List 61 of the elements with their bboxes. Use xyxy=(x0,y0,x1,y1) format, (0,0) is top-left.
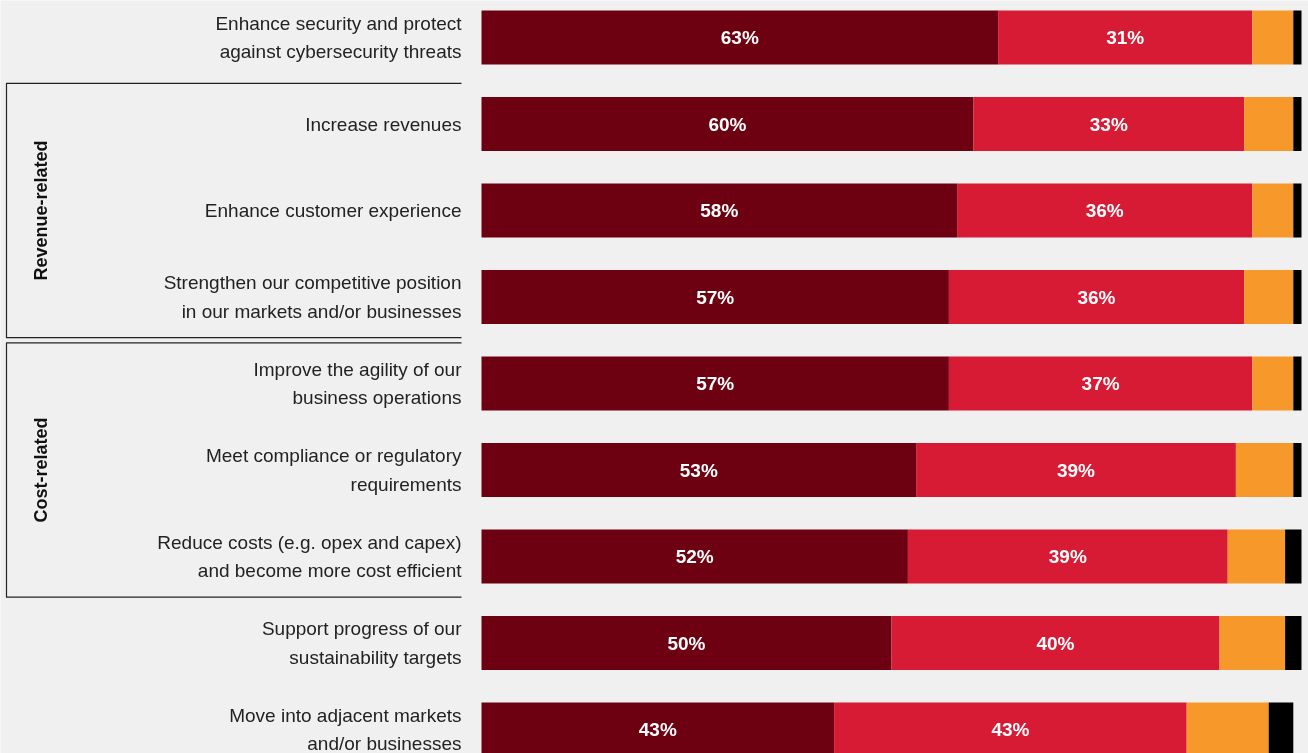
bar xyxy=(1285,616,1302,670)
bar xyxy=(1293,10,1302,65)
data-label: 60% xyxy=(708,113,747,135)
bar xyxy=(481,183,958,238)
y-tick-label: Reduce costs (e.g. opex and capex) and become more cost efficient xyxy=(157,531,463,582)
bar xyxy=(1293,183,1302,238)
y-tick-label: Increase revenues xyxy=(305,113,462,135)
data-label: 53% xyxy=(679,459,718,481)
bar xyxy=(957,183,1253,238)
y-tick-label: Support progress of our sustainability targets xyxy=(261,618,463,668)
data-label: 57% xyxy=(696,286,735,308)
bar xyxy=(1227,529,1286,584)
data-label: 36% xyxy=(1077,286,1116,308)
data-label: 50% xyxy=(667,632,706,654)
bar xyxy=(948,270,1245,324)
data-label: 58% xyxy=(700,200,739,221)
bar xyxy=(1219,616,1286,670)
bar xyxy=(1285,529,1302,584)
bar xyxy=(891,616,1220,670)
y-tick-label: Meet compliance or regulatory requirements xyxy=(205,445,462,495)
data-label: 31% xyxy=(1106,27,1145,48)
bar xyxy=(481,270,949,324)
data-label: 39% xyxy=(1048,546,1087,567)
bar xyxy=(907,529,1228,584)
bar xyxy=(948,356,1253,411)
bar xyxy=(1244,270,1294,324)
bar xyxy=(481,443,917,497)
bar xyxy=(481,529,908,584)
bar xyxy=(916,443,1236,497)
y-tick-label: Move into adjacent markets and/or businesses xyxy=(229,704,462,753)
bar xyxy=(998,10,1253,65)
bar xyxy=(1252,183,1294,238)
bar xyxy=(1293,356,1302,411)
bar xyxy=(481,356,949,411)
text: Revenue-related xyxy=(30,140,51,281)
data-label: 40% xyxy=(1036,632,1075,654)
bar xyxy=(481,10,999,65)
y-tick-label: Enhance customer experience xyxy=(204,200,462,221)
bar xyxy=(1235,443,1294,497)
data-label: 43% xyxy=(991,719,1030,740)
data-label: 63% xyxy=(720,27,759,48)
data-label: 37% xyxy=(1081,373,1120,394)
y-tick-label: Strengthen our competitive position in our markets and/or businesses xyxy=(163,272,462,322)
y-tick-label: Improve the agility of our business operations xyxy=(253,358,463,409)
bar xyxy=(1293,97,1302,151)
data-label: 33% xyxy=(1089,113,1128,135)
data-label: 39% xyxy=(1056,459,1096,481)
y-tick-label: Enhance security and protect against cybersecurity threats xyxy=(215,12,463,63)
bar xyxy=(1252,356,1294,411)
data-label: 36% xyxy=(1085,200,1124,221)
bar xyxy=(1293,270,1302,324)
data-label: 52% xyxy=(675,546,714,567)
bar xyxy=(1293,443,1302,497)
bar xyxy=(481,616,892,670)
bar xyxy=(481,97,974,151)
bar xyxy=(1252,10,1294,65)
data-label: 57% xyxy=(696,373,735,394)
data-label: 43% xyxy=(638,719,677,740)
bar xyxy=(1244,97,1294,151)
text: Cost-related xyxy=(30,417,51,523)
bar xyxy=(973,97,1245,151)
